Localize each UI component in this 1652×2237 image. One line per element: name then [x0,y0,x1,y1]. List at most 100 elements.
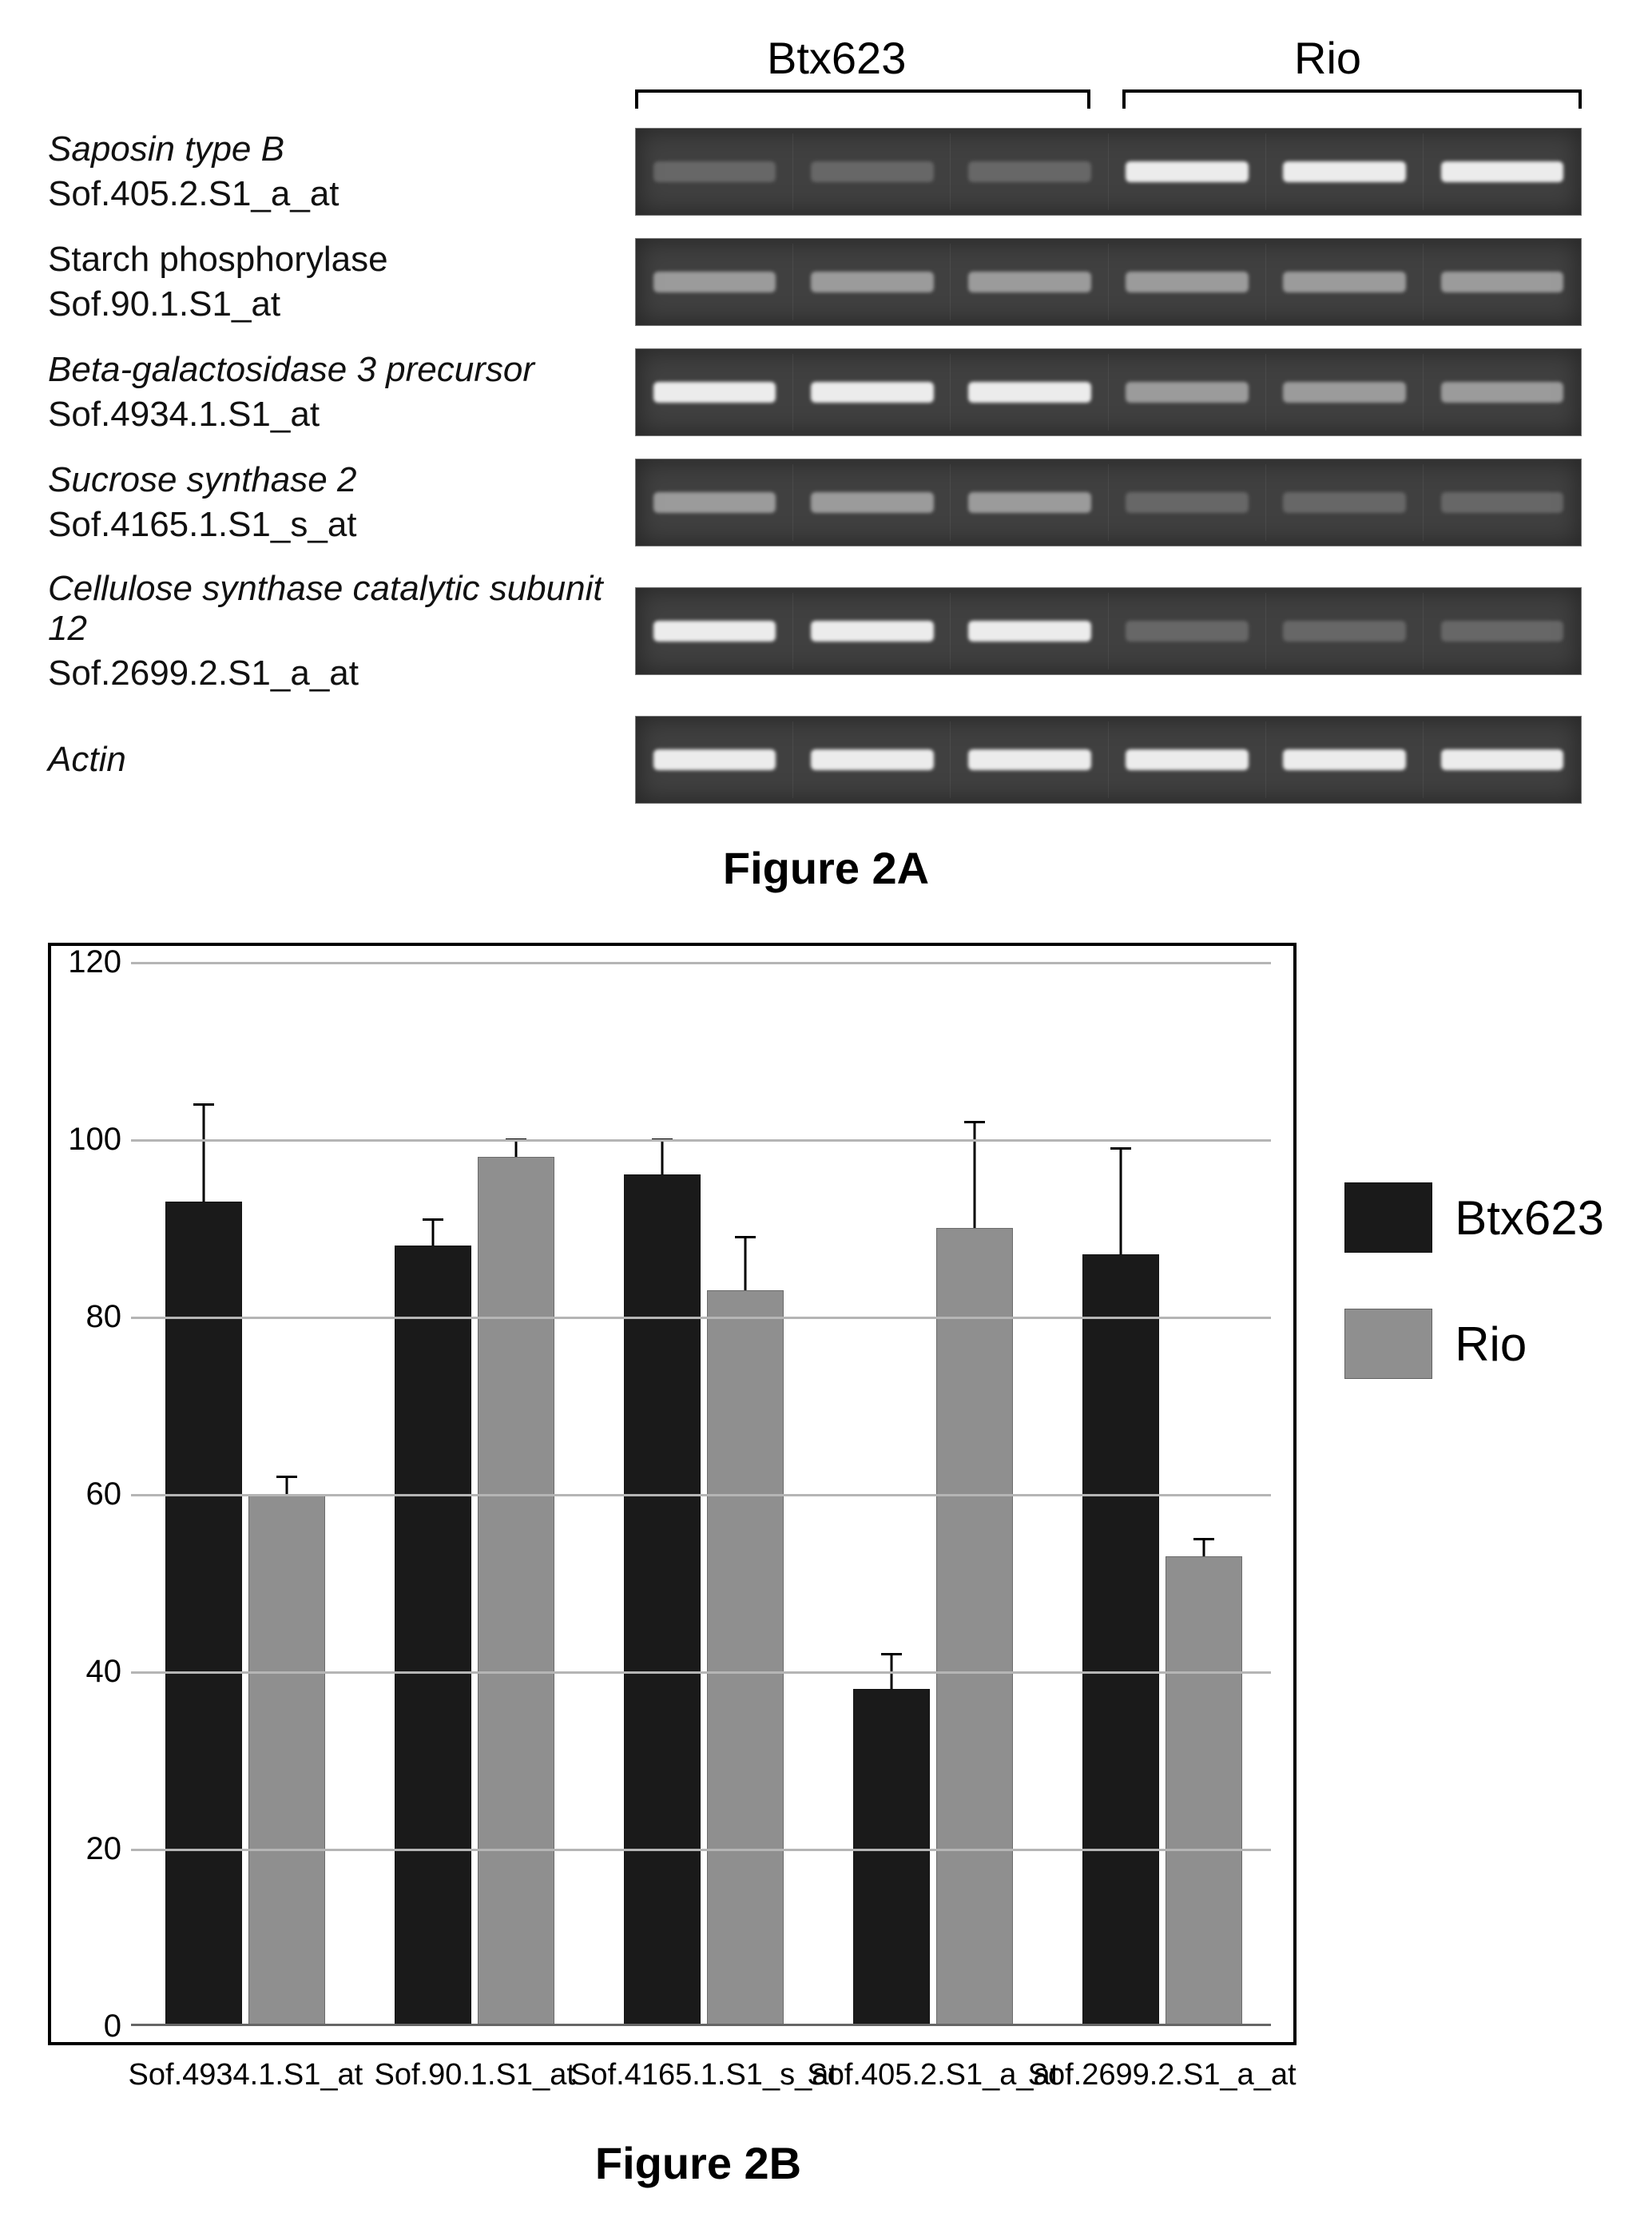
gel-lane [951,459,1108,546]
gel-row-probe: Sof.2699.2.S1_a_at [48,654,619,693]
gel-row: Saposin type BSof.405.2.S1_a_at [48,128,1604,216]
x-axis-labels: Sof.4934.1.S1_atSof.90.1.S1_atSof.4165.1… [131,2052,1271,2116]
gel-lane [951,239,1108,325]
gel-band [811,382,934,403]
gel-row-probe: Sof.4165.1.S1_s_at [48,505,619,545]
gel-lane [1109,239,1266,325]
error-bar-cap [1110,1147,1131,1150]
gel-band [811,272,934,292]
legend-swatch-rio [1344,1309,1432,1379]
gel-band [1283,272,1406,292]
bar [248,1494,325,2026]
y-tick-label: 120 [58,944,121,980]
gel-column-headers: Btx623 Rio [48,32,1604,128]
y-tick-label: 40 [58,1654,121,1690]
bar-fill [248,1494,325,2026]
gel-row-gene: Beta-galactosidase 3 precursor [48,350,619,390]
bar-fill [707,1290,784,2026]
gel-row: Actin [48,716,1604,804]
x-axis-category: Sof.90.1.S1_at [374,2058,574,2092]
error-bar [286,1476,288,1494]
error-bar-cap [964,1121,985,1123]
error-bar [203,1104,205,1202]
gel-lane [1266,239,1424,325]
gel-lane [951,349,1108,435]
gel-lane-image [635,238,1582,326]
gel-band [1283,382,1406,403]
gel-rows: Saposin type BSof.405.2.S1_a_at Starch ph… [48,128,1604,804]
gel-band [1283,749,1406,770]
gel-band [1283,492,1406,513]
y-tick-label: 100 [58,1122,121,1158]
bar-fill [1082,1254,1159,2026]
gel-band [811,621,934,642]
gel-lane [1109,459,1266,546]
error-bar-cap [276,1476,297,1478]
gel-row-labels: Saposin type BSof.405.2.S1_a_at [48,129,635,214]
y-tick-label: 20 [58,1831,121,1867]
gel-band [653,272,776,292]
gel-row-labels: Starch phosphorylaseSof.90.1.S1_at [48,240,635,324]
gel-band [1126,382,1249,403]
gel-lane [1109,588,1266,674]
gel-band [653,161,776,182]
gel-header-bracket-rio [1122,89,1582,109]
bar-fill [165,1202,242,2026]
gel-band [1441,749,1564,770]
chart-gridline [131,1317,1271,1319]
gel-lane [1424,129,1581,215]
gel-band [968,749,1091,770]
gel-band [1441,621,1564,642]
gel-row-gene: Actin [48,740,619,780]
gel-lane-image [635,459,1582,546]
chart-wrap: 020406080100120 Sof.4934.1.S1_atSof.90.1… [48,943,1604,2045]
error-bar [515,1139,518,1157]
legend-label-btx623: Btx623 [1455,1190,1604,1246]
figure-2a-panel: Btx623 Rio Saposin type BSof.405.2.S1_a_… [48,32,1604,894]
figure-2a-caption: Figure 2A [48,842,1604,894]
gel-band [1441,382,1564,403]
error-bar-cap [193,1103,214,1106]
chart-gridline [131,1849,1271,1851]
gel-row: Sucrose synthase 2Sof.4165.1.S1_s_at [48,459,1604,546]
gel-band [653,621,776,642]
gel-row-gene: Starch phosphorylase [48,240,619,280]
gel-row-labels: Cellulose synthase catalytic subunit 12S… [48,569,635,693]
gel-lane [636,349,793,435]
gel-band [968,161,1091,182]
gel-lane [636,459,793,546]
gel-lane [636,239,793,325]
gel-header-label-rio: Rio [1294,32,1361,84]
gel-lane [1266,588,1424,674]
bar [853,1689,930,2026]
error-bar [1202,1539,1205,1556]
bar [1082,1254,1159,2026]
x-axis-line [131,2024,1271,2026]
gel-band [653,749,776,770]
bar-fill [1166,1556,1242,2026]
y-tick-label: 0 [58,2009,121,2044]
bar [395,1246,471,2026]
gel-lane [951,129,1108,215]
gel-lane [1266,717,1424,803]
gel-row-probe: Sof.90.1.S1_at [48,284,619,324]
bar-fill [936,1228,1013,2026]
bar [1166,1556,1242,2026]
gel-band [1126,621,1249,642]
gel-lane [793,239,951,325]
gel-band [1126,161,1249,182]
gel-header-bracket-btx623 [635,89,1090,109]
gel-header-label-btx623: Btx623 [767,32,906,84]
chart-gridline [131,962,1271,964]
chart-legend: Btx623 Rio [1344,1182,1604,2045]
bar-fill [478,1157,554,2026]
chart-gridline [131,1671,1271,1674]
gel-row: Cellulose synthase catalytic subunit 12S… [48,569,1604,693]
gel-row: Starch phosphorylaseSof.90.1.S1_at [48,238,1604,326]
bar [478,1157,554,2026]
gel-lane [1266,349,1424,435]
gel-row-labels: Sucrose synthase 2Sof.4165.1.S1_s_at [48,460,635,545]
gel-lane [1424,459,1581,546]
bar [707,1290,784,2026]
bar-group [1082,1254,1242,2026]
